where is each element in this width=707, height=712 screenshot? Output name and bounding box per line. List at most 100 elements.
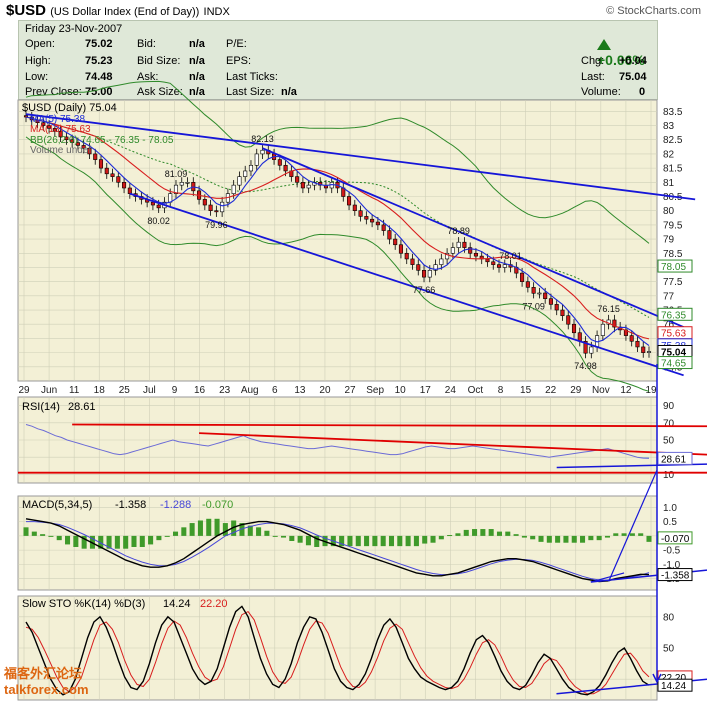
trendline-lower bbox=[129, 192, 684, 377]
connector-diag bbox=[608, 469, 658, 582]
watermark-line1: 福客外汇论坛 bbox=[4, 666, 83, 681]
candle bbox=[306, 184, 311, 189]
candle bbox=[537, 292, 542, 295]
candle bbox=[347, 196, 352, 206]
x-tick-label: 10 bbox=[395, 385, 407, 396]
candle bbox=[393, 238, 398, 246]
macd-hist-bar bbox=[181, 527, 187, 536]
macd-hist-bar bbox=[156, 535, 162, 541]
x-tick-label: 16 bbox=[194, 385, 206, 396]
candle bbox=[358, 210, 363, 217]
price-label: 78.89 bbox=[447, 226, 470, 236]
chg-label: Chg: bbox=[581, 55, 605, 67]
y-tick-label: 82.5 bbox=[663, 135, 683, 146]
open-value: 75.02 bbox=[85, 38, 113, 50]
macd-hist-bar bbox=[189, 523, 195, 536]
macd-hist-bar bbox=[280, 535, 287, 538]
macd-hist-bar bbox=[355, 535, 361, 547]
macd-hist-bar bbox=[430, 535, 436, 543]
sto-tag: 22.20 bbox=[661, 673, 686, 684]
legend-sto-name: Slow STO %K(14) %D(3) bbox=[22, 598, 145, 610]
candle bbox=[612, 319, 617, 328]
legend-ma13: MA(13) 75.63 bbox=[30, 124, 91, 135]
macd-hist-bar bbox=[455, 533, 461, 536]
bidsize-value: n/a bbox=[189, 55, 205, 67]
change-percent: +0.06% bbox=[597, 36, 657, 68]
legend-main: $USD (Daily) 75.04 bbox=[22, 102, 117, 114]
macd-hist-bar bbox=[513, 534, 519, 536]
macd-hist-bar bbox=[496, 531, 503, 536]
candle bbox=[52, 128, 57, 132]
macd-hist-bar bbox=[480, 529, 486, 536]
candle bbox=[531, 287, 536, 294]
y-tick-label: 90 bbox=[663, 401, 675, 412]
candle bbox=[87, 147, 92, 155]
macd-hist-bar bbox=[546, 535, 552, 543]
candle bbox=[589, 346, 594, 354]
ask-value: n/a bbox=[189, 71, 205, 83]
macd-hist-bar bbox=[604, 535, 610, 538]
macd-hist-bar bbox=[405, 535, 411, 547]
macd-hist-bar bbox=[613, 533, 619, 536]
candle bbox=[502, 264, 507, 268]
macd-hist-bar bbox=[588, 535, 594, 541]
right-tag-box bbox=[657, 356, 693, 370]
pe-label: P/E: bbox=[226, 38, 247, 50]
candle bbox=[439, 258, 444, 265]
candle bbox=[93, 153, 98, 160]
price-label: 78.01 bbox=[499, 251, 522, 261]
x-tick-label: Nov bbox=[592, 385, 610, 396]
candle bbox=[629, 335, 634, 342]
candle bbox=[416, 264, 421, 271]
up-arrow-icon bbox=[597, 39, 611, 50]
macd-hist-bar bbox=[521, 535, 527, 538]
high-label: High: bbox=[25, 55, 51, 67]
y-tick-label: 10 bbox=[663, 470, 675, 481]
price-label: 77.09 bbox=[522, 301, 545, 311]
y-tick-label: 80.5 bbox=[663, 192, 683, 203]
macd-hist-bar bbox=[580, 535, 586, 543]
macd-hist-bar bbox=[172, 531, 179, 536]
macd-hist-bar bbox=[372, 535, 378, 547]
candle bbox=[220, 201, 225, 213]
macd-hist-bar bbox=[272, 535, 278, 537]
trendline-upper-steep bbox=[262, 147, 684, 328]
legend-bb: BB(26,2.0) 74.65 - 76.35 - 78.05 bbox=[30, 135, 174, 146]
candle bbox=[98, 159, 104, 169]
candle bbox=[156, 204, 161, 209]
macd-hist-bar bbox=[505, 531, 511, 536]
candle bbox=[81, 145, 86, 149]
candle bbox=[433, 264, 438, 271]
chart-title: $USD (US Dollar Index (End of Day)) INDX bbox=[6, 2, 230, 19]
volume-label: Volume: bbox=[581, 86, 621, 98]
legend-macd-v3: -0.070 bbox=[202, 499, 233, 511]
macd-trendline-2 bbox=[590, 572, 625, 583]
sto-k-line bbox=[25, 605, 650, 696]
x-tick-label: 20 bbox=[319, 385, 331, 396]
prevclose-value: 75.00 bbox=[85, 86, 113, 98]
macd-hist-bar bbox=[397, 535, 403, 547]
macd-hist-bar bbox=[65, 535, 71, 545]
y-tick-label: 77 bbox=[663, 291, 675, 302]
candle bbox=[398, 244, 403, 254]
macd-hist-bar bbox=[538, 535, 544, 542]
candle bbox=[375, 221, 380, 226]
y-tick-label: 77.5 bbox=[663, 277, 683, 288]
right-tag: 75.04 bbox=[661, 347, 686, 358]
candle bbox=[364, 216, 369, 220]
candle bbox=[58, 130, 63, 138]
high-value: 75.23 bbox=[85, 55, 113, 67]
candle bbox=[47, 125, 52, 129]
macd-tag: -1.358 bbox=[661, 571, 690, 582]
y-tick-label: 83.5 bbox=[663, 107, 683, 118]
eps-label: EPS: bbox=[226, 55, 252, 67]
candle bbox=[208, 204, 213, 211]
candle bbox=[179, 182, 184, 186]
candle bbox=[260, 149, 265, 155]
right-tag: 75.63 bbox=[661, 329, 686, 340]
x-tick-label: 18 bbox=[94, 385, 106, 396]
x-tick-label: 29 bbox=[18, 385, 30, 396]
candle bbox=[450, 247, 455, 254]
sto-tag: 14.24 bbox=[661, 681, 686, 692]
volume-value: 0 bbox=[639, 86, 646, 98]
